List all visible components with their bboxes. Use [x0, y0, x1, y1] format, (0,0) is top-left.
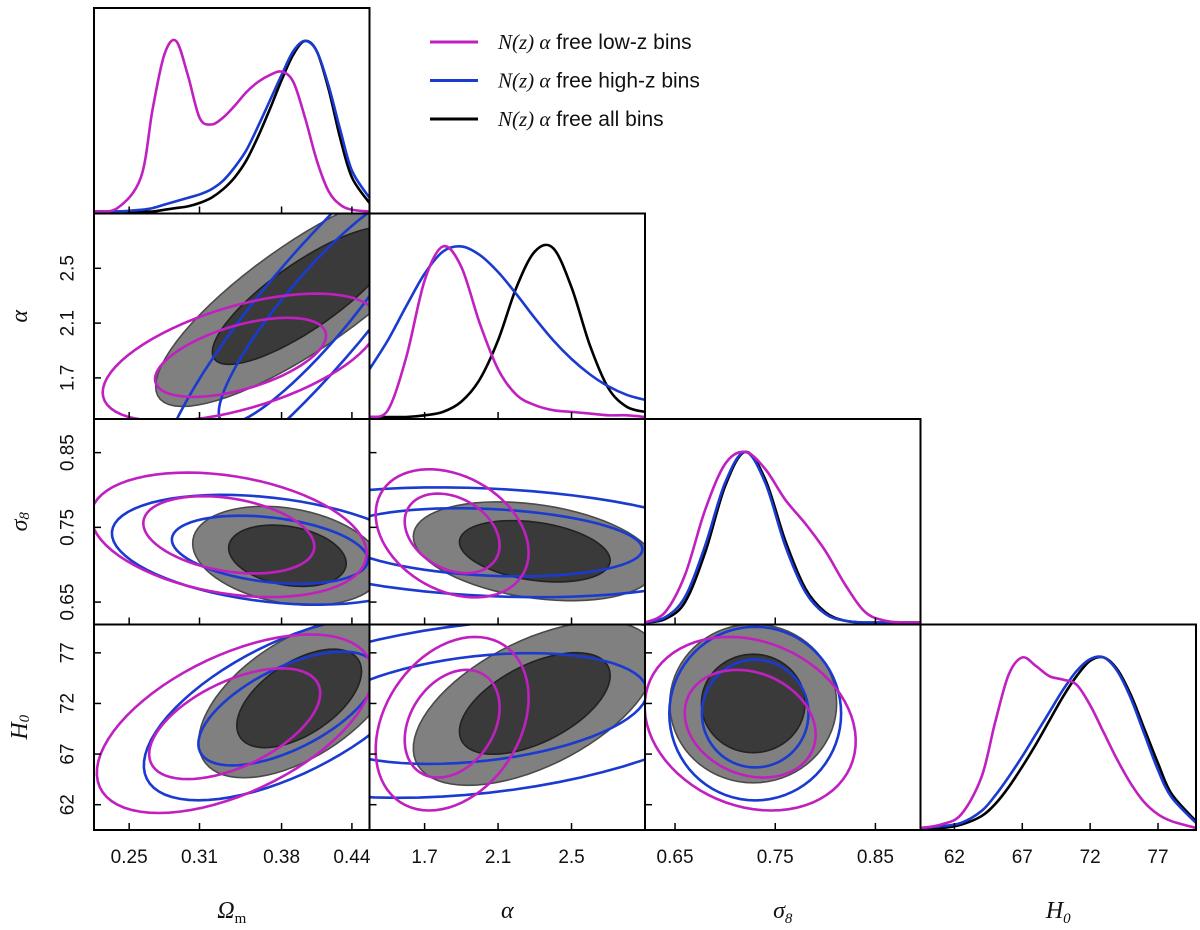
panel-h0-alpha	[368, 623, 646, 831]
panel-h0-s8	[644, 623, 922, 831]
marginal-curve-h0-low-z	[920, 655, 1196, 830]
y-tick-label-s8: 0.75	[58, 509, 79, 546]
contour-68-high-z-h0-s8	[700, 658, 810, 769]
contour-68-low-z-s8-om	[142, 494, 316, 575]
y-tick-label-alpha: 1.7	[58, 365, 79, 391]
contour-95-low-z-s8-alpha	[374, 467, 530, 599]
contour-95-high-z-alpha-om	[175, 213, 370, 419]
panel-s8-om	[93, 418, 371, 626]
y-axis-label-h0: H0	[7, 714, 33, 740]
contour-68-low-z-h0-s8	[683, 668, 817, 779]
x-tick-label-om: 0.44	[333, 847, 370, 868]
x-tick-label-om: 0.38	[263, 847, 300, 868]
x-axis-label-h0: H0	[1045, 898, 1071, 927]
panel-s8-s8	[644, 418, 922, 626]
contour-68-low-z-s8-alpha	[403, 492, 501, 575]
contour-68-all-h0-s8	[700, 653, 806, 754]
contour-68-low-z-h0-alpha	[403, 668, 501, 779]
panel-om-om	[93, 7, 371, 215]
panel-frame	[919, 623, 1197, 831]
contour-95-low-z-h0-s8	[645, 635, 857, 812]
x-tick-label-s8: 0.65	[657, 847, 694, 868]
contour-95-low-z-s8-om	[94, 471, 368, 599]
x-tick-label-alpha: 1.7	[411, 847, 437, 868]
contour-95-low-z-alpha-om	[101, 292, 370, 419]
contour-68-high-z-alpha-om	[217, 213, 370, 419]
legend-label: N(z) α free low-z bins	[497, 30, 692, 54]
contour-68-all-h0-om	[236, 648, 363, 749]
panel-h0-h0	[919, 623, 1197, 831]
y-tick-label-h0: 62	[58, 794, 79, 815]
legend-label: N(z) α free high-z bins	[497, 69, 700, 93]
marginal-curve-om-high-z	[94, 39, 370, 213]
contour-95-low-z-h0-alpha	[374, 635, 530, 812]
contour-68-low-z-h0-om	[147, 667, 322, 781]
x-tick-label-alpha: 2.5	[558, 847, 584, 868]
x-tick-label-om: 0.31	[181, 847, 218, 868]
panel-alpha-alpha	[368, 212, 646, 420]
contour-68-high-z-h0-alpha	[369, 651, 645, 766]
y-tick-label-h0: 77	[58, 642, 79, 663]
x-tick-label-h0: 77	[1147, 847, 1168, 868]
x-tick-label-s8: 0.85	[857, 847, 894, 868]
x-axis-label-om: Ωm	[217, 898, 246, 927]
marginal-curve-om-low-z	[94, 38, 370, 214]
marginal-curve-s8-low-z	[645, 450, 921, 624]
contour-68-low-z-alpha-om	[153, 316, 328, 399]
y-tick-label-s8: 0.65	[58, 584, 79, 621]
contour-95-low-z-h0-om	[95, 633, 370, 815]
y-axis-label-alpha: α	[7, 310, 33, 323]
y-tick-label-s8: 0.85	[58, 434, 79, 471]
contour-95-high-z-h0-s8	[667, 625, 843, 802]
y-tick-label-alpha: 2.1	[58, 310, 79, 336]
x-axis-label-alpha: α	[501, 898, 514, 924]
panels-layer: 0.25 0.31 0.38 0.44 Ωm 1.7 2.1 2.5 α 0.65 0.75 0.85…	[7, 7, 1197, 927]
contour-68-all-alpha-om	[211, 227, 370, 366]
x-axis-label-s8: σ8	[773, 898, 793, 927]
x-tick-label-om: 0.25	[111, 847, 148, 868]
contour-68-all-s8-om	[227, 524, 348, 588]
marginal-curve-h0-all	[920, 655, 1196, 830]
x-tick-label-s8: 0.75	[757, 847, 794, 868]
marginal-curve-om-all	[94, 39, 370, 213]
contour-68-high-z-h0-om	[197, 650, 370, 767]
contour-68-high-z-s8-alpha	[369, 506, 644, 578]
y-tick-label-h0: 72	[58, 693, 79, 714]
legend: N(z) α free low-z bins N(z) α free high-z…	[430, 30, 700, 131]
panel-h0-om	[93, 623, 371, 831]
contour-95-high-z-h0-om	[142, 624, 370, 802]
marginal-curve-s8-high-z	[645, 450, 921, 624]
y-axis-label-s8: σ8	[7, 512, 33, 532]
x-tick-label-alpha: 2.1	[485, 847, 511, 868]
x-tick-label-h0: 72	[1080, 847, 1101, 868]
legend-label: N(z) α free all bins	[497, 107, 664, 131]
marginal-curve-h0-high-z	[920, 655, 1196, 830]
x-tick-label-h0: 62	[944, 847, 965, 868]
x-tick-label-h0: 67	[1012, 847, 1033, 868]
marginal-curve-alpha-high-z	[369, 245, 645, 402]
marginal-curve-alpha-all	[369, 243, 645, 419]
contour-95-high-z-h0-alpha	[369, 624, 645, 800]
y-tick-label-alpha: 2.5	[58, 255, 79, 281]
marginal-curve-alpha-low-z	[369, 244, 645, 419]
y-tick-label-h0: 67	[58, 744, 79, 765]
